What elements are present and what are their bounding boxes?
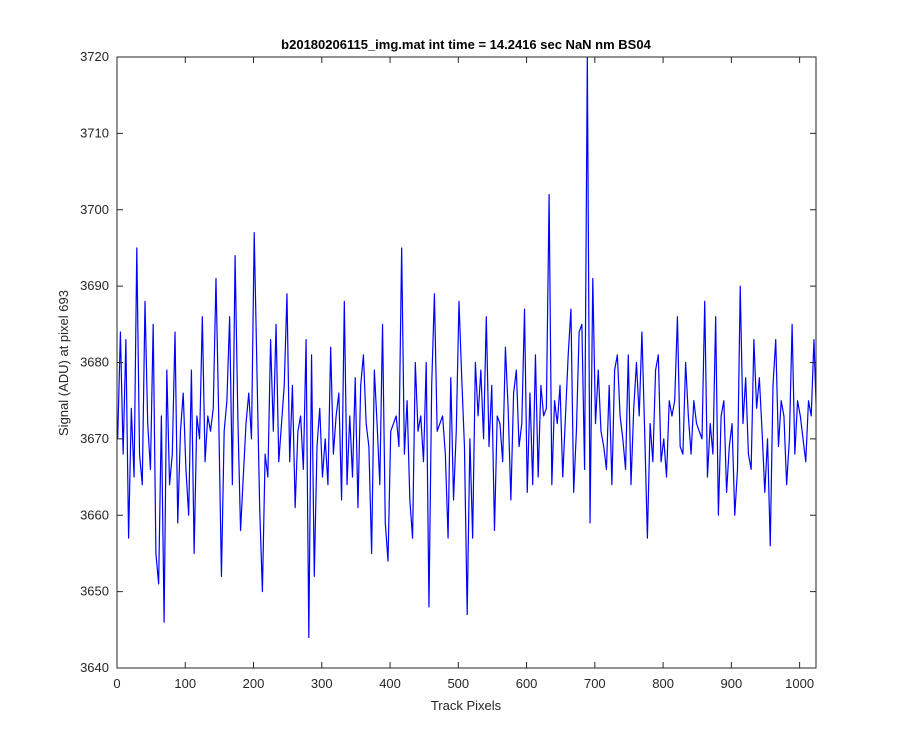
plot-area [117, 57, 816, 668]
x-tick-label: 200 [243, 676, 265, 691]
series-line-1 [117, 57, 816, 639]
y-tick-label: 3700 [80, 202, 109, 217]
x-tick-label: 100 [174, 676, 196, 691]
x-tick-label: 800 [652, 676, 674, 691]
chart-title: b20180206115_img.mat int time = 14.2416 … [281, 37, 651, 52]
y-tick-label: 3640 [80, 660, 109, 675]
x-tick-label: 500 [447, 676, 469, 691]
x-tick-label: 1000 [785, 676, 814, 691]
y-tick-label: 3690 [80, 278, 109, 293]
y-axis-label: Signal (ADU) at pixel 693 [56, 290, 71, 436]
x-tick-label: 300 [311, 676, 333, 691]
y-tick-label: 3710 [80, 125, 109, 140]
y-tick-label: 3670 [80, 431, 109, 446]
x-axis-label: Track Pixels [431, 698, 502, 713]
y-tick-label: 3660 [80, 507, 109, 522]
y-tick-label: 3720 [80, 49, 109, 64]
y-tick-label: 3650 [80, 584, 109, 599]
x-tick-label: 700 [584, 676, 606, 691]
axes: 0 100 200 300 400 500 600 700 800 900 1000 3640 3650… [80, 49, 817, 691]
x-tick-label: 0 [113, 676, 120, 691]
x-tick-label: 900 [721, 676, 743, 691]
x-tick-label: 600 [516, 676, 538, 691]
y-tick-label: 3680 [80, 355, 109, 370]
x-tick-label: 400 [379, 676, 401, 691]
